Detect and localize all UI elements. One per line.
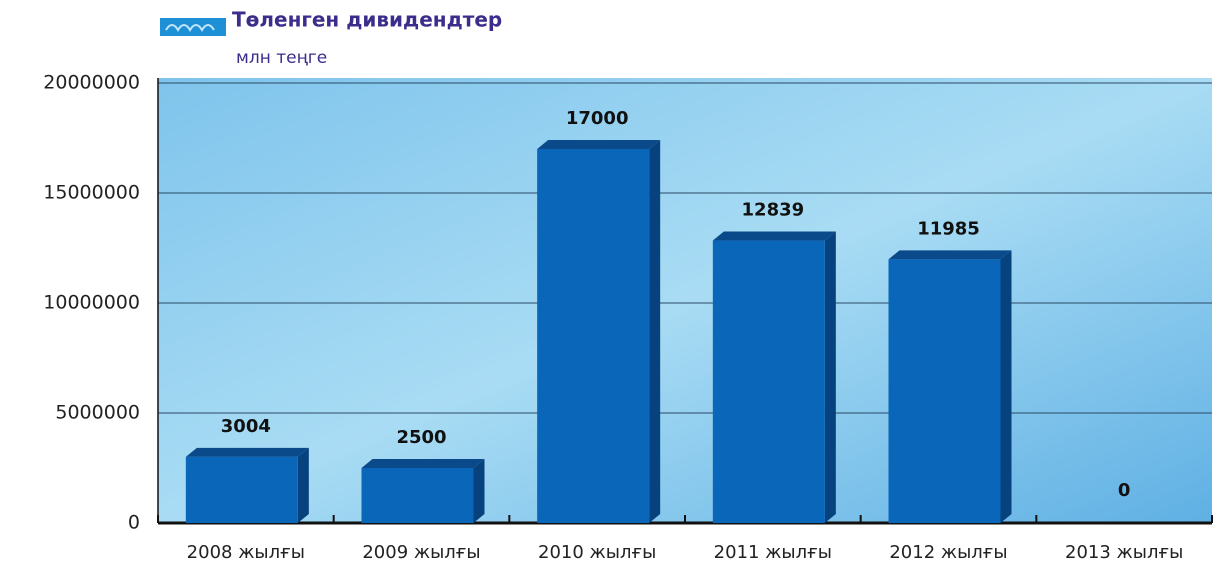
y-tick-label: 10000000 [43,292,140,314]
y-tick-label: 15000000 [43,182,140,204]
x-tick-label: 2011 жылғы [714,542,832,563]
bar-side [825,232,836,523]
chart: Төленген дивидендтер млн теңге 0 5000000 1… [0,0,1231,572]
value-label: 0 [1118,480,1131,501]
bar-top [713,232,836,241]
value-label: 2500 [396,427,446,448]
bar-top [362,459,485,468]
x-tick-label: 2012 жылғы [889,542,1007,563]
bar-side [649,140,660,523]
bar [362,468,474,523]
y-tick-label: 5000000 [55,402,140,424]
bar-top [186,448,309,457]
y-tick-label: 0 [128,512,140,534]
chart-subtitle: млн теңге [236,48,327,68]
x-tick-label: 2009 жылғы [362,542,480,563]
bar-side [298,448,309,523]
y-tick-label: 20000000 [43,72,140,94]
bar [186,457,298,523]
x-tick-label: 2008 жылғы [187,542,305,563]
bar-side [1001,250,1012,523]
chart-title: Төленген дивидендтер [232,8,502,32]
plot-background [158,78,1212,523]
value-label: 17000 [566,108,629,129]
value-label: 3004 [221,416,271,437]
bar-side [474,459,485,523]
bar-top [537,140,660,149]
bar [713,241,825,523]
value-label: 11985 [917,218,980,239]
bar [537,149,649,523]
bar [889,259,1001,523]
ornament-icon [160,18,226,36]
page: {"chart_data": {"type": "bar3d", "title"… [0,0,1231,572]
x-tick-label: 2010 жылғы [538,542,656,563]
value-label: 12839 [742,200,805,221]
bar-top [889,250,1012,259]
x-tick-label: 2013 жылғы [1065,542,1183,563]
